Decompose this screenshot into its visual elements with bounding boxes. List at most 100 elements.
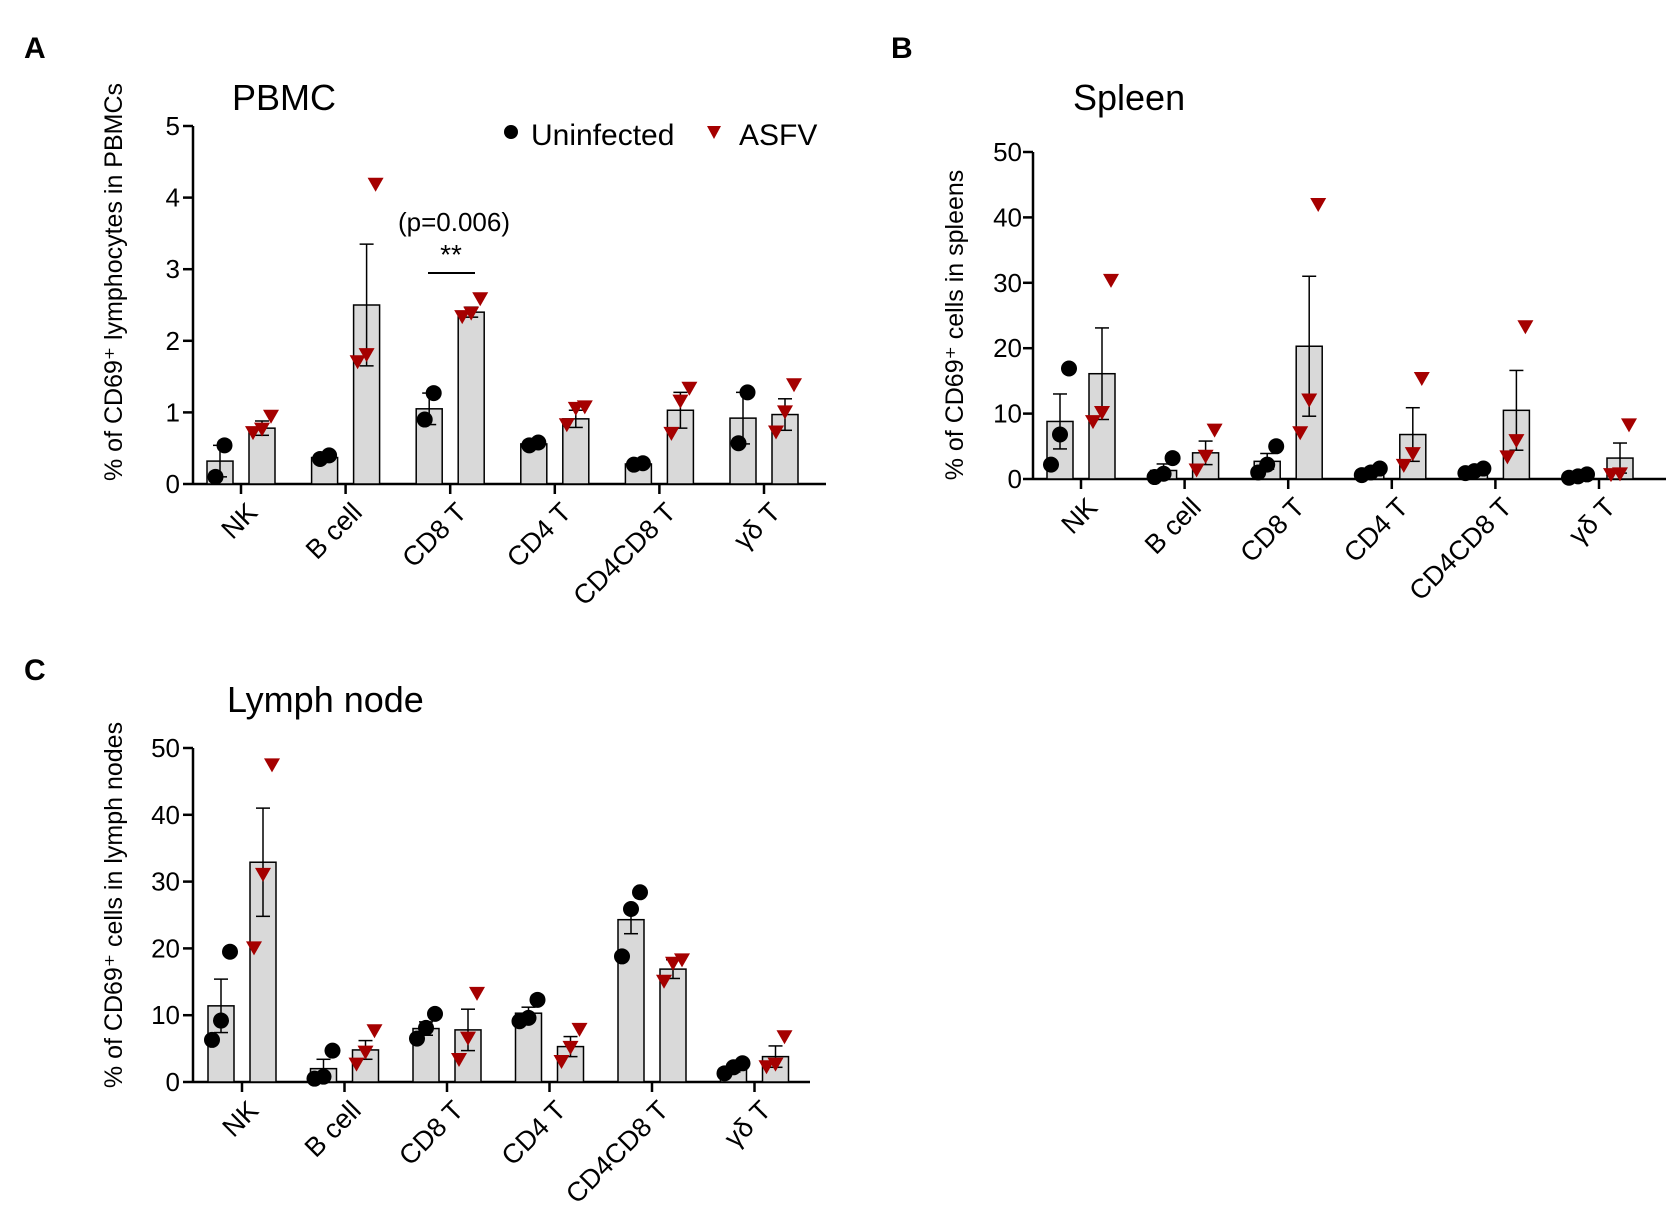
panel-a-point-asfv-cd8-t	[454, 310, 471, 325]
panel-b-y-tick-label-50: 50	[993, 137, 1022, 167]
panel-b-point-asfv-cd4cd8-t	[1499, 450, 1516, 465]
chart-title-lymph-node: Lymph node	[227, 679, 424, 720]
panel-c-point-asfv-b-cell	[357, 1045, 374, 1060]
legend-asfv-label: ASFV	[739, 119, 817, 152]
panel-a-x-tick-label-t: γδ T	[728, 497, 786, 555]
panel-label-c: C	[24, 654, 46, 687]
panel-b-x-tick-label-t: γδ T	[1563, 492, 1621, 550]
significance-stars: **	[440, 239, 462, 270]
panel-c: C Lymph node % of CD69⁺ cells in lymph n…	[24, 654, 810, 1209]
panel-a-point-uninfected-nk	[207, 468, 224, 485]
panel-b-y-tick-label-10: 10	[993, 399, 1022, 429]
panel-a-x-tick-label-cd4cd8-t: CD4CD8 T	[567, 497, 681, 611]
panel-c-point-asfv-t	[776, 1030, 793, 1045]
panel-b-point-asfv-cd4-t	[1395, 458, 1412, 473]
panel-a-point-uninfected-cd4-t	[530, 434, 547, 451]
panel-c-point-uninfected-b-cell	[315, 1068, 332, 1085]
panel-c-point-uninfected-nk	[204, 1031, 220, 1048]
panel-a-point-asfv-cd4cd8-t	[672, 394, 689, 409]
panel-a-point-uninfected-cd4cd8-t	[634, 455, 651, 472]
panel-a-point-uninfected-cd8-t	[425, 385, 442, 402]
panel-a-point-uninfected-nk	[216, 437, 233, 454]
panel-c-point-asfv-cd4-t	[553, 1054, 570, 1069]
panel-b-point-asfv-t	[1621, 418, 1637, 433]
panel-a-point-asfv-nk	[263, 409, 279, 424]
panel-b-point-uninfected-nk	[1052, 426, 1068, 443]
panel-c-point-asfv-cd4cd8-t	[674, 953, 690, 968]
panel-c-x-tick-label-nk: NK	[217, 1095, 265, 1143]
panel-a-point-asfv-nk	[254, 422, 270, 437]
panel-a-point-asfv-cd4-t	[558, 418, 575, 433]
panel-a-x-tick-label-b-cell: B cell	[300, 497, 368, 565]
panel-b-point-uninfected-b-cell	[1155, 465, 1172, 482]
panel-c-point-asfv-cd8-t	[460, 1031, 476, 1046]
panel-a-x-tick-label-cd8-t: CD8 T	[396, 497, 472, 573]
panel-c-point-asfv-cd4cd8-t	[665, 956, 681, 971]
panel-a-point-uninfected-t	[730, 435, 747, 452]
panel-b-point-uninfected-nk	[1043, 456, 1059, 473]
significance-annotation: (p=0.006) **	[398, 207, 510, 274]
panel-a-point-asfv-t	[777, 405, 793, 420]
panel-c-x-tick-label-cd4cd8-t: CD4CD8 T	[560, 1095, 674, 1209]
panel-b-point-uninfected-cd4-t	[1371, 460, 1388, 477]
chart-title-spleen: Spleen	[1073, 77, 1185, 118]
panel-c-point-asfv-cd4-t	[571, 1022, 588, 1037]
panel-b-y-tick-label-30: 30	[993, 268, 1022, 298]
panel-a-y-tick-label-5: 5	[166, 111, 180, 141]
legend: Uninfected ASFV	[504, 119, 817, 152]
panel-b-point-asfv-nk	[1085, 415, 1101, 430]
panel-c-point-asfv-nk	[246, 941, 262, 956]
panel-b-x-tick-label-nk: NK	[1056, 492, 1104, 540]
panel-b-y-tick-label-40: 40	[993, 202, 1022, 232]
panel-c-point-asfv-b-cell	[366, 1024, 383, 1039]
panel-c-y-tick-label-10: 10	[151, 1000, 180, 1030]
panel-b-y-tick-label-20: 20	[993, 333, 1022, 363]
panel-a-error-bar-asfv-b-cell	[359, 243, 374, 367]
panel-b-point-asfv-cd8-t	[1301, 393, 1318, 408]
legend-uninfected-label: Uninfected	[531, 119, 674, 152]
p-value-label: (p=0.006)	[398, 207, 510, 237]
panel-b: B Spleen % of CD69⁺ cells in spleens 0 10…	[891, 32, 1666, 606]
panel-a-point-uninfected-b-cell	[321, 447, 338, 464]
panel-c-point-uninfected-t	[734, 1055, 751, 1072]
panel-a-y-tick-label-4: 4	[166, 183, 180, 213]
panel-c-x-tick-label-b-cell: B cell	[299, 1095, 367, 1163]
panel-b-point-uninfected-cd4cd8-t	[1475, 460, 1492, 477]
panel-c-point-uninfected-cd8-t	[427, 1005, 443, 1022]
panel-a-point-asfv-cd4cd8-t	[663, 426, 680, 441]
panel-b-point-asfv-b-cell	[1197, 449, 1214, 464]
panel-c-point-uninfected-cd8-t	[409, 1030, 425, 1047]
panel-a-point-asfv-nk	[245, 426, 261, 441]
panel-b-x-tick-label-cd8-t: CD8 T	[1234, 492, 1310, 568]
panel-a-point-asfv-t	[786, 378, 802, 393]
panel-a: A PBMC % of CD69⁺ lymphocytes in PBMCs U…	[24, 32, 826, 611]
panel-c-point-uninfected-cd4cd8-t	[632, 884, 648, 901]
panel-b-x-tick-label-cd4-t: CD4 T	[1338, 492, 1414, 568]
panel-b-point-uninfected-b-cell	[1164, 450, 1181, 467]
panel-c-x-tick-label-cd4-t: CD4 T	[496, 1095, 572, 1171]
panel-b-x-tick-label-b-cell: B cell	[1139, 492, 1207, 560]
panel-a-point-asfv-t	[768, 425, 784, 440]
panel-b-point-uninfected-nk	[1061, 360, 1077, 377]
panel-c-bar-uninfected-cd4cd8-t	[617, 918, 645, 1083]
panel-b-point-asfv-cd4cd8-t	[1508, 434, 1525, 449]
panel-c-point-uninfected-cd4-t	[529, 991, 546, 1008]
panel-c-point-asfv-t	[758, 1060, 775, 1075]
panel-b-point-asfv-b-cell	[1188, 463, 1205, 478]
panel-c-point-uninfected-cd4cd8-t	[614, 948, 630, 965]
panel-a-y-tick-label-1: 1	[166, 397, 180, 427]
panel-c-point-uninfected-b-cell	[324, 1042, 341, 1059]
y-axis-label-c: % of CD69⁺ cells in lymph nodes	[100, 722, 128, 1088]
panel-c-point-uninfected-cd4cd8-t	[623, 900, 639, 917]
legend-asfv-marker	[707, 126, 721, 139]
panel-b-point-uninfected-cd8-t	[1259, 456, 1276, 473]
panel-b-point-uninfected-cd8-t	[1268, 438, 1285, 455]
panel-b-point-asfv-cd8-t	[1292, 426, 1309, 441]
panel-a-point-uninfected-t	[739, 384, 756, 401]
panel-a-point-asfv-cd8-t	[463, 306, 480, 321]
panel-a-point-asfv-cd4cd8-t	[681, 381, 698, 396]
panel-label-a: A	[24, 32, 46, 65]
legend-uninfected-marker	[504, 125, 518, 139]
panel-b-point-asfv-cd4-t	[1413, 371, 1430, 386]
